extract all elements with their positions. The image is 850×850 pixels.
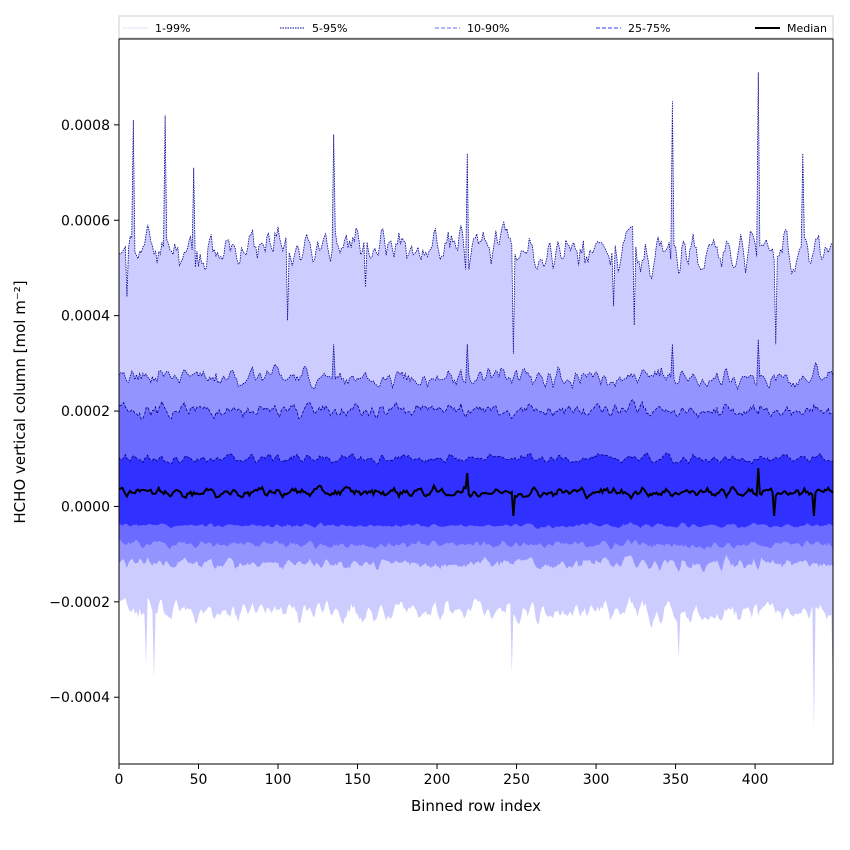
x-tick-label: 200: [424, 772, 451, 788]
legend-box: [118, 15, 834, 39]
x-tick-label: 100: [265, 772, 292, 788]
x-tick-label: 400: [742, 772, 769, 788]
y-tick-label: 0.0000: [61, 499, 110, 515]
y-tick-label: 0.0004: [61, 309, 110, 325]
x-tick-label: 350: [662, 772, 689, 788]
legend: 1-99% 5-95% 10-90% 25-75% Median: [118, 15, 834, 39]
band-upper-line-1-99pct: [118, 72, 834, 354]
legend-label: Median: [787, 22, 827, 35]
x-tick-label: 300: [583, 772, 610, 788]
x-tick-label: 50: [190, 772, 208, 788]
band-upper-line-10-90pct: [118, 399, 834, 420]
band-upper-line-25-75pct: [118, 452, 834, 465]
y-tick-label: 0.0002: [61, 404, 110, 420]
plot-layer: [118, 72, 834, 731]
legend-label: 25-75%: [628, 22, 670, 35]
plot-area-frame: [118, 38, 834, 765]
legend-label: 5-95%: [312, 22, 347, 35]
x-axis-title: Binned row index: [411, 797, 541, 815]
y-axis: −0.0004 −0.0002 0.0000 0.0002 0.0004 0.0006 0.…: [49, 118, 119, 706]
legend-label: 10-90%: [467, 22, 509, 35]
y-tick-label: −0.0002: [49, 595, 110, 611]
x-tick-label: 0: [115, 772, 124, 788]
y-tick-label: 0.0008: [61, 118, 110, 134]
y-tick-label: 0.0006: [61, 213, 110, 229]
x-tick-label: 150: [344, 772, 371, 788]
band-25-75pct: [119, 452, 833, 529]
legend-label: 1-99%: [155, 22, 190, 35]
y-tick-label: −0.0004: [49, 690, 110, 706]
median-line: [118, 468, 834, 517]
y-axis-title: HCHO vertical column [mol m⁻²]: [11, 280, 29, 523]
x-tick-label: 250: [503, 772, 530, 788]
x-axis: 0 50 100 150 200 250 300 350 400: [115, 764, 769, 788]
